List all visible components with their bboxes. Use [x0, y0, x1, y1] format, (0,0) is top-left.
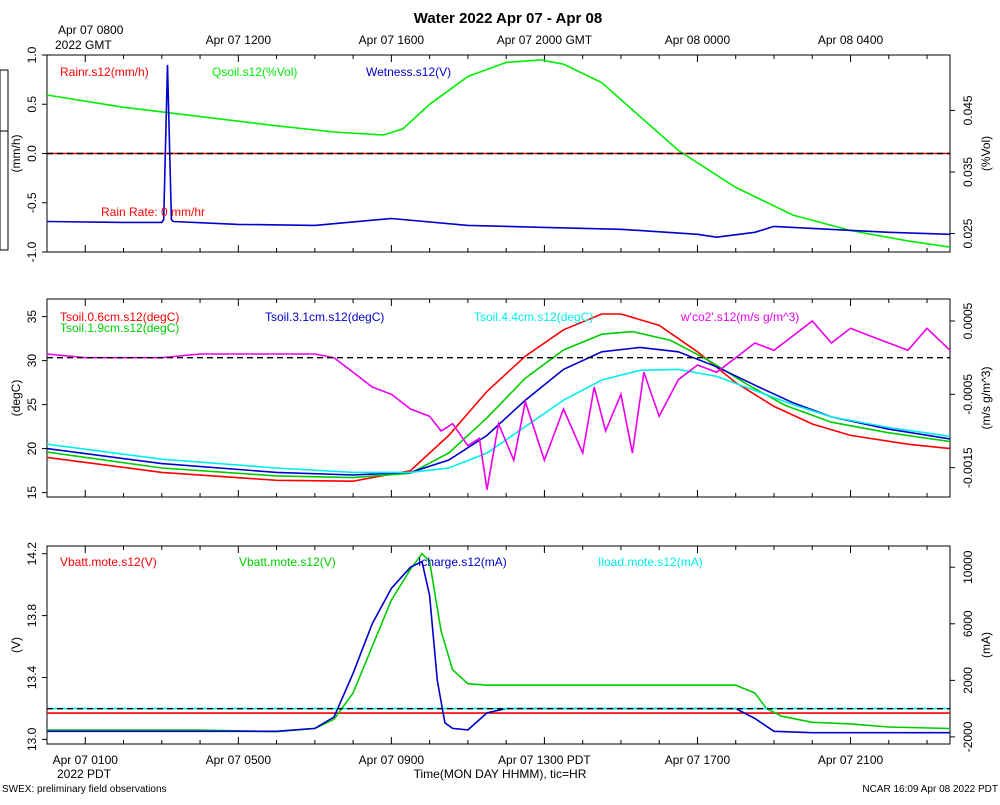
left-y-tick-label: 20	[25, 442, 39, 456]
right-y-tick-label: -0.0015	[961, 447, 975, 488]
legend-label: Vbatt.mote.s12(V)	[60, 555, 157, 569]
left-y-tick-label: 30	[25, 354, 39, 368]
series-line	[47, 346, 950, 476]
legend-label: w'co2'.s12(m/s g/m^3)	[680, 310, 799, 324]
left-y-tick-label: 25	[25, 398, 39, 412]
right-y-tick-label: 2000	[961, 667, 975, 694]
right-y-tick-label: 0.0005	[961, 302, 975, 339]
top-axis-label: Apr 07 2000 GMT	[497, 33, 593, 47]
left-y-tick-label: 35	[25, 310, 39, 324]
right-axis-label: (m/s g/m^3)	[979, 367, 993, 430]
left-y-tick-label: 0.5	[25, 96, 39, 113]
right-y-tick-label: 10000	[961, 550, 975, 584]
side-scroll-handle[interactable]	[0, 69, 9, 251]
bottom-axis-title: Time(MON DAY HHMM), tic=HR	[414, 767, 587, 781]
right-y-tick-label: 0.045	[961, 95, 975, 125]
series-lines	[47, 313, 950, 490]
panel-water: -1.0 -0.5 0.0 0.5 1.0 (mm/h) 0.025 0.035 0.045 (%…	[9, 46, 993, 262]
rain-rate-annotation: Rain Rate: 0 mm/hr	[101, 205, 205, 219]
bottom-axis-label: Apr 07 0900	[359, 753, 425, 767]
right-y-tick-label: -0.0005	[961, 374, 975, 415]
left-y-tick-label: 14.2	[25, 542, 39, 566]
bottom-axis-labels: Apr 07 0100 Apr 07 0500 Apr 07 0900 Apr 07 …	[53, 753, 884, 767]
legend-label: Iload.mote.s12(mA)	[598, 555, 703, 569]
series-line	[47, 368, 950, 474]
bottom-axis-label: Apr 07 2100	[818, 753, 884, 767]
panel-frame	[46, 545, 951, 745]
bottom-axis-label: Apr 07 0500	[206, 753, 272, 767]
left-axis-label: (degC)	[9, 380, 23, 417]
bottom-axis-label: Apr 07 1700	[665, 753, 731, 767]
series-line	[47, 313, 950, 483]
left-y-tick-label: -0.5	[25, 192, 39, 213]
top-axis-labels: Apr 07 1200 Apr 07 1600 Apr 07 2000 GMT Apr…	[206, 33, 884, 47]
legend-label: Tsoil.1.9cm.s12(degC)	[60, 321, 179, 335]
right-y-tick-label: -2000	[961, 721, 975, 752]
series-line	[47, 59, 950, 248]
left-y-tick-label: 13.4	[25, 665, 39, 689]
left-y-tick-label: 1.0	[25, 46, 39, 63]
footer-right: NCAR 16:09 Apr 08 2022 PDT	[862, 784, 998, 795]
series-line	[47, 319, 950, 490]
right-axis-label: (mA)	[979, 632, 993, 658]
series-line	[47, 560, 950, 734]
series-line	[47, 64, 950, 239]
left-y-tick-label: 13.8	[25, 604, 39, 628]
top-axis-first-label: Apr 07 0800	[58, 23, 124, 37]
left-axis-label: (mm/h)	[9, 135, 23, 173]
top-axis-label: Apr 08 0000	[665, 33, 731, 47]
legend-label: Rainr.s12(mm/h)	[60, 65, 149, 79]
legend-label: Tsoil.3.1cm.s12(degC)	[265, 310, 384, 324]
footer-left: SWEX: preliminary field observations	[2, 784, 167, 795]
panel-group: -1.0 -0.5 0.0 0.5 1.0 (mm/h) 0.025 0.035 0.045 (%…	[9, 46, 993, 752]
legend-label: Wetness.s12(V)	[366, 65, 451, 79]
top-axis-first-label-year: 2022 GMT	[55, 38, 112, 52]
panel-soil-temperature: 15 20 25 30 35 (degC) -0.0015 -0.0005 0.0005 (m/s…	[9, 298, 993, 500]
right-axis-label: (%Vol)	[979, 136, 993, 171]
left-y-tick-label: 13.0	[25, 727, 39, 751]
top-axis-label: Apr 07 1200	[206, 33, 272, 47]
legend-label: Vbatt.mote.s12(V)	[239, 555, 336, 569]
left-y-tick-label: 0.0	[25, 145, 39, 162]
series-line	[47, 330, 950, 479]
right-y-tick-label: 0.025	[961, 218, 975, 248]
left-axis-label: (V)	[9, 637, 23, 653]
right-y-tick-label: 6000	[961, 610, 975, 637]
legend-label: Tsoil.0.6cm.s12(degC)	[60, 310, 179, 324]
series-lines	[47, 552, 950, 734]
left-y-tick-label: 15	[25, 486, 39, 500]
left-y-tick-label: -1.0	[25, 241, 39, 262]
series-line	[47, 552, 950, 733]
figure-title: Water 2022 Apr 07 - Apr 08	[414, 10, 602, 27]
right-y-tick-label: 0.035	[961, 157, 975, 187]
legend-label: Tsoil.4.4cm.s12(degC)	[474, 310, 593, 324]
panel-battery: 13.0 13.4 13.8 14.2 (V) -2000 2000 6000 10000 (mA…	[9, 542, 993, 753]
bottom-axis-label: Apr 07 0100	[53, 753, 119, 767]
panel-frame	[46, 298, 951, 498]
top-axis-label: Apr 07 1600	[359, 33, 425, 47]
legend-label: Icharge.s12(mA)	[418, 555, 507, 569]
top-axis-label: Apr 08 0400	[818, 33, 884, 47]
bottom-axis-year: 2022 PDT	[57, 767, 112, 781]
bottom-axis-label: Apr 07 1300 PDT	[498, 753, 591, 767]
legend-label: Qsoil.s12(%Vol)	[212, 65, 297, 79]
series-lines	[47, 59, 950, 248]
